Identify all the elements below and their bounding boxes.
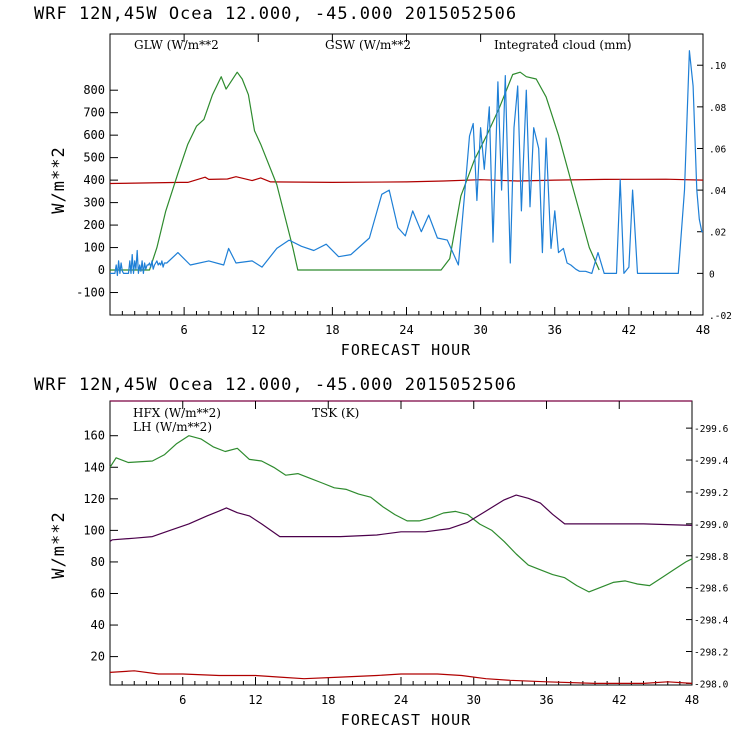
y-tick-label: 20 bbox=[91, 650, 105, 664]
x-tick-label: 30 bbox=[473, 323, 487, 337]
x-tick-label: 30 bbox=[467, 693, 481, 707]
x-tick-label: 18 bbox=[325, 323, 339, 337]
y2-tick-label: .10 bbox=[709, 61, 726, 72]
top-y-axis-label: W/m**2 bbox=[49, 146, 69, 213]
legend-lh: LH (W/m**2) bbox=[133, 420, 212, 434]
bottom-series-lh-line bbox=[109, 435, 693, 593]
bottom-y-axis-right: -298.0 -298.2 -298.4 -298.6 -298.8 -299.0 -299… bbox=[686, 424, 729, 690]
bottom-series-tsk-line bbox=[109, 494, 693, 542]
bottom-x-axis-label: FORECAST HOUR bbox=[341, 711, 471, 729]
y-tick-label: 40 bbox=[91, 618, 105, 632]
legend-tsk: TSK (K) bbox=[312, 406, 359, 420]
y2-tick-label: -299.0 bbox=[694, 520, 729, 531]
y-tick-label: 600 bbox=[83, 128, 105, 142]
x-tick-label: 36 bbox=[539, 693, 553, 707]
y-tick-label: 300 bbox=[83, 196, 105, 210]
bottom-y-axis-label: W/m**2 bbox=[49, 511, 69, 578]
x-tick-label: 36 bbox=[548, 323, 562, 337]
x-tick-label: 12 bbox=[248, 693, 262, 707]
top-series-group bbox=[109, 50, 704, 277]
x-tick-label: 6 bbox=[179, 693, 186, 707]
y-tick-label: 500 bbox=[83, 151, 105, 165]
y2-tick-label: -298.4 bbox=[694, 616, 729, 627]
y-tick-label: 100 bbox=[83, 241, 105, 255]
y-tick-label: 120 bbox=[83, 492, 105, 506]
x-tick-label: 18 bbox=[321, 693, 335, 707]
y2-tick-label: -298.0 bbox=[694, 679, 729, 690]
y2-tick-label: -299.6 bbox=[694, 424, 729, 435]
y-tick-label: 160 bbox=[83, 429, 105, 443]
top-y-axis-right: .-02 0 .02 .04 .06 .08 .10 bbox=[697, 61, 732, 322]
top-series-gsw-line bbox=[110, 71, 600, 271]
top-series-cloud-line bbox=[110, 50, 703, 277]
legend-cloud: Integrated cloud (mm) bbox=[494, 38, 632, 52]
y-tick-label: 700 bbox=[83, 106, 105, 120]
x-tick-label: 42 bbox=[612, 693, 626, 707]
top-series-glw-line bbox=[109, 176, 704, 185]
legend-hfx: HFX (W/m**2) bbox=[133, 406, 221, 420]
y2-tick-label: 0 bbox=[709, 269, 715, 280]
y-tick-label: 0 bbox=[98, 263, 105, 277]
bottom-series-group bbox=[109, 435, 693, 684]
bottom-panel: WRF 12N,45W Ocea 12.000, -45.000 2015052… bbox=[34, 375, 729, 729]
bottom-x-axis: 6 12 18 24 30 36 42 48 bbox=[121, 401, 699, 707]
top-panel-title: WRF 12N,45W Ocea 12.000, -45.000 2015052… bbox=[34, 4, 517, 24]
y2-tick-label: -298.6 bbox=[694, 584, 729, 595]
y2-tick-label: -299.2 bbox=[694, 488, 728, 499]
y2-tick-label: -298.2 bbox=[694, 647, 728, 658]
top-panel: WRF 12N,45W Ocea 12.000, -45.000 2015052… bbox=[34, 4, 732, 359]
y2-tick-label: -298.8 bbox=[694, 552, 729, 563]
y2-tick-label: .02 bbox=[709, 228, 726, 239]
x-tick-label: 42 bbox=[622, 323, 636, 337]
legend-glw: GLW (W/m**2 bbox=[134, 38, 219, 52]
top-y-axis-left: -100 0 100 200 300 400 500 600 700 800 bbox=[76, 83, 118, 300]
y2-tick-label: -299.4 bbox=[694, 456, 729, 467]
x-tick-label: 48 bbox=[685, 693, 699, 707]
y-tick-label: 140 bbox=[83, 460, 105, 474]
y-tick-label: 400 bbox=[83, 173, 105, 187]
y2-tick-label: .04 bbox=[709, 186, 726, 197]
legend-gsw: GSW (W/m**2 bbox=[325, 38, 411, 52]
y2-tick-label: .-02 bbox=[709, 311, 732, 322]
top-x-axis-label: FORECAST HOUR bbox=[341, 341, 471, 359]
bottom-series-hfx-line bbox=[109, 670, 693, 684]
y-tick-label: 100 bbox=[83, 523, 105, 537]
bottom-plot-frame bbox=[109, 400, 693, 686]
y-tick-label: 60 bbox=[91, 586, 105, 600]
y-tick-label: -100 bbox=[76, 286, 105, 300]
y2-tick-label: .08 bbox=[709, 103, 726, 114]
x-tick-label: 48 bbox=[696, 323, 710, 337]
y-tick-label: 200 bbox=[83, 218, 105, 232]
bottom-y-axis-left: 20 40 60 80 100 120 140 160 bbox=[83, 429, 118, 664]
top-x-axis: 6 12 18 24 30 36 42 48 bbox=[121, 34, 710, 337]
bottom-panel-title: WRF 12N,45W Ocea 12.000, -45.000 2015052… bbox=[34, 375, 517, 395]
y-tick-label: 800 bbox=[83, 83, 105, 97]
x-tick-label: 24 bbox=[394, 693, 408, 707]
x-tick-label: 6 bbox=[181, 323, 188, 337]
x-tick-label: 24 bbox=[399, 323, 413, 337]
x-tick-label: 12 bbox=[251, 323, 265, 337]
y2-tick-label: .06 bbox=[709, 144, 726, 155]
y-tick-label: 80 bbox=[91, 555, 105, 569]
